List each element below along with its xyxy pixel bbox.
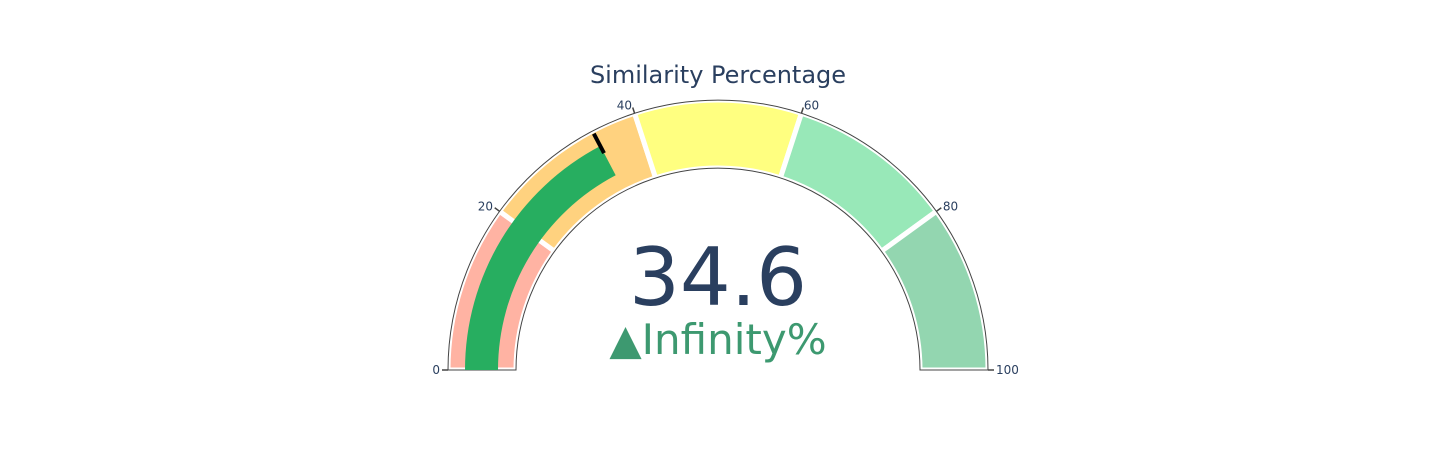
gauge-tick-mark — [800, 107, 805, 114]
gauge-value: 34.6 — [629, 231, 807, 324]
chart-title: Similarity Percentage — [590, 61, 846, 89]
delta-value: Infinity% — [642, 315, 827, 364]
gauge-tick-label: 20 — [478, 200, 493, 214]
gauge-step-2 — [631, 97, 805, 182]
gauge-tick-label: 100 — [996, 363, 1019, 377]
delta-up-icon: ▲ — [609, 315, 642, 364]
gauge-value-bar-group — [465, 146, 616, 370]
gauge-tick-mark — [935, 207, 942, 212]
gauge-tick-label: 60 — [804, 99, 819, 113]
gauge-tick-mark — [631, 107, 636, 114]
gauge-threshold-line — [592, 132, 606, 155]
gauge-ticks: 0 20 40 60 80 100 — [432, 99, 1019, 377]
gauge-tick-mark — [494, 207, 501, 212]
gauge-delta: ▲Infinity% — [609, 315, 826, 364]
gauge-tick-label: 80 — [943, 200, 958, 214]
gauge-outline — [447, 99, 989, 371]
gauge-threshold-group — [592, 132, 606, 155]
gauge-tick-label: 40 — [617, 99, 632, 113]
gauge-tick-label: 0 — [432, 363, 440, 377]
gauge-value-bar — [465, 146, 616, 370]
